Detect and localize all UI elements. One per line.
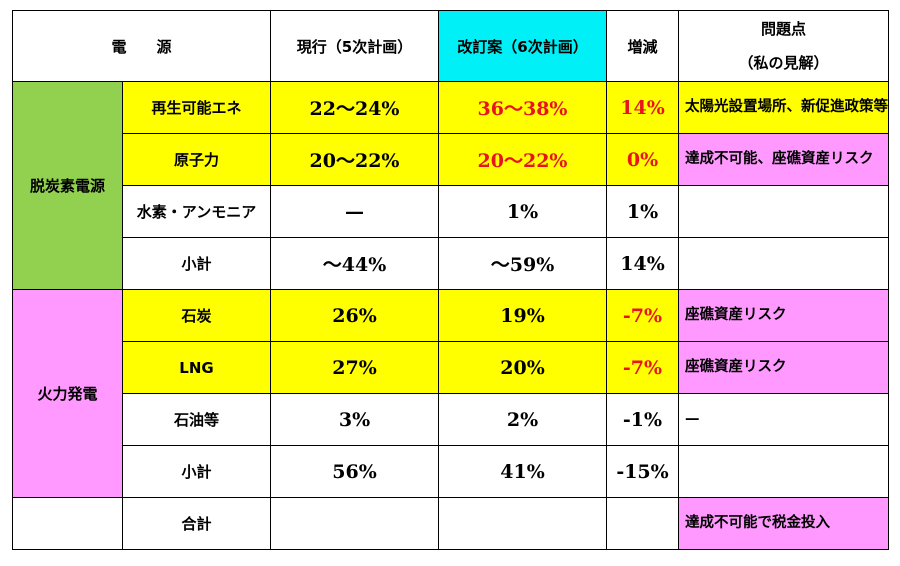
row-name: 合計 — [121, 497, 272, 550]
row-current: 26% — [270, 289, 440, 342]
row-change: -15% — [606, 445, 680, 498]
row-revised: 19% — [438, 289, 608, 342]
row-name: 再生可能エネ — [121, 81, 272, 134]
row-change: 14% — [606, 237, 680, 290]
row-change: -7% — [606, 341, 680, 394]
header-issues-title: 問題点 — [761, 20, 807, 38]
header-current-plan: 現行（5次計画） — [270, 10, 440, 82]
row-revised: 36～38% — [438, 81, 608, 134]
row-change: -1% — [606, 393, 680, 446]
row-change: 14% — [606, 81, 680, 134]
row-revised — [438, 497, 608, 550]
row-issue: 達成不可能で税金投入 — [678, 497, 890, 550]
row-name: 原子力 — [121, 133, 272, 186]
row-change: -7% — [606, 289, 680, 342]
row-issue: — — [678, 393, 890, 446]
row-issue: 座礁資産リスク — [678, 341, 890, 394]
row-name: LNG — [121, 341, 272, 394]
row-revised: 20～22% — [438, 133, 608, 186]
row-current: — — [270, 185, 440, 238]
row-change: 1% — [606, 185, 680, 238]
table-row: 小計 56% 41% -15% — [13, 445, 890, 498]
row-issue: 達成不可能、座礁資産リスク — [678, 133, 890, 186]
row-name: 水素・アンモニア — [121, 185, 272, 238]
row-current: ～44% — [270, 237, 440, 290]
row-name: 小計 — [121, 237, 272, 290]
table-row: 石油等 3% 2% -1% — — [13, 393, 890, 446]
row-revised: 41% — [438, 445, 608, 498]
row-name: 石油等 — [121, 393, 272, 446]
energy-mix-table: 電 源 現行（5次計画） 改訂案（6次計画） 増減 問題点 （私の見解） 脱炭素… — [11, 10, 890, 550]
row-revised: 20% — [438, 341, 608, 394]
header-revised-plan: 改訂案（6次計画） — [438, 10, 608, 82]
row-change — [606, 497, 680, 550]
row-issue: 太陽光設置場所、新促進政策等 — [678, 81, 890, 134]
row-current: 22～24% — [270, 81, 440, 134]
row-current: 20～22% — [270, 133, 440, 186]
table-row: 脱炭素電源 再生可能エネ 22～24% 36～38% 14% 太陽光設置場所、新… — [12, 81, 890, 290]
category-empty — [12, 497, 123, 550]
row-revised: 2% — [438, 393, 608, 446]
row-current: 3% — [270, 393, 440, 446]
row-revised: 1% — [438, 185, 608, 238]
row-name: 小計 — [121, 445, 272, 498]
row-issue — [678, 237, 890, 290]
category-decarbon: 脱炭素電源 — [12, 81, 123, 290]
header-source: 電 源 — [11, 10, 272, 82]
table-row: 水素・アンモニア — 1% 1% — [13, 185, 890, 238]
header-issues: 問題点 （私の見解） — [678, 10, 890, 82]
table-row: LNG 27% 20% -7% 座礁資産リスク — [13, 341, 890, 394]
row-change: 0% — [606, 133, 680, 186]
row-revised: ～59% — [438, 237, 608, 290]
table-row: 火力発電 石炭 26% 19% -7% 座礁資産リスク — [12, 289, 890, 498]
row-issue: 座礁資産リスク — [678, 289, 890, 342]
row-issue — [678, 185, 890, 238]
table-row: 小計 ～44% ～59% 14% — [13, 237, 890, 290]
table-row: 原子力 20～22% 20～22% 0% 達成不可能、座礁資産リスク — [13, 133, 890, 186]
row-current: 27% — [270, 341, 440, 394]
row-issue — [678, 445, 890, 498]
row-current — [270, 497, 440, 550]
row-current: 56% — [270, 445, 440, 498]
header-change: 増減 — [606, 10, 680, 82]
category-thermal: 火力発電 — [12, 289, 123, 498]
row-name: 石炭 — [121, 289, 272, 342]
table-row: 合計 達成不可能で税金投入 — [12, 497, 890, 550]
header-issues-subtitle: （私の見解） — [738, 54, 829, 72]
